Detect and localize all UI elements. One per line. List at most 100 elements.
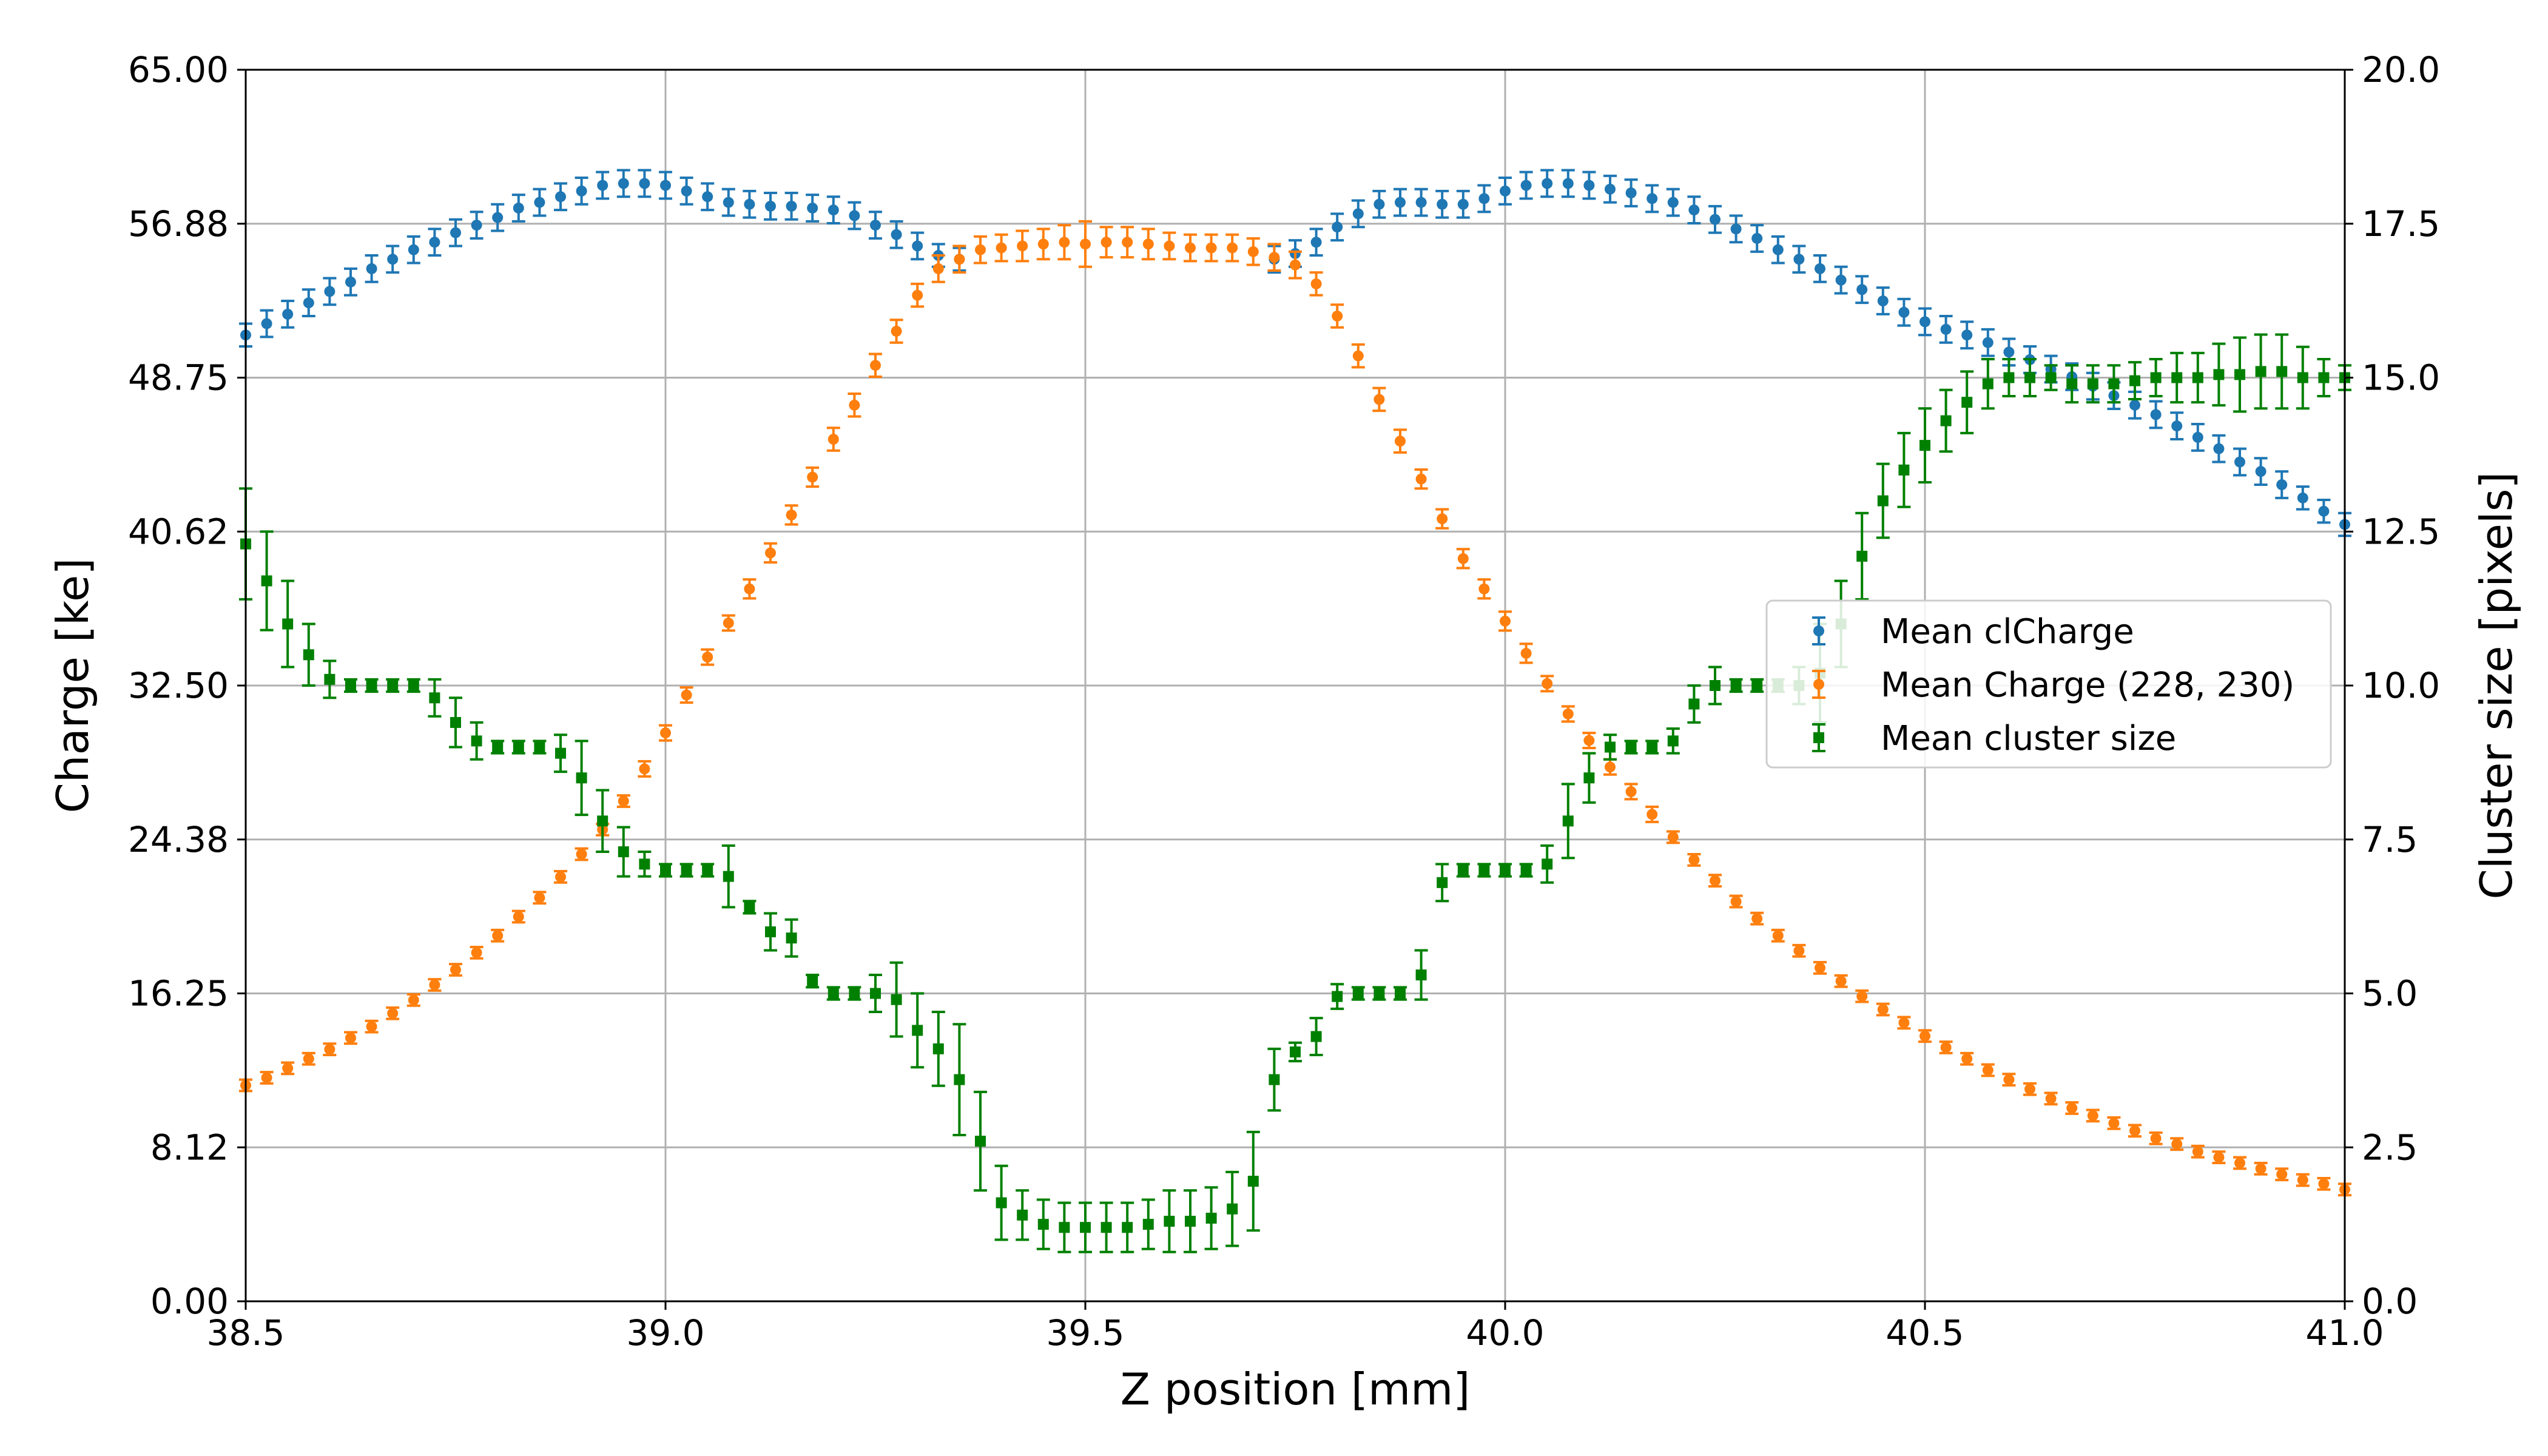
data-point	[1772, 930, 1784, 942]
data-point	[681, 185, 692, 197]
data-point	[618, 178, 629, 189]
data-point	[387, 254, 399, 265]
data-point	[1395, 988, 1406, 999]
data-point	[1017, 1209, 1028, 1221]
data-point	[282, 1062, 294, 1074]
data-point	[618, 846, 629, 858]
data-point	[744, 198, 755, 210]
data-point	[2150, 372, 2162, 383]
data-point	[1080, 238, 1091, 250]
data-point	[1395, 436, 1406, 447]
data-point	[1625, 741, 1637, 753]
data-point	[1373, 198, 1385, 210]
data-point	[807, 471, 818, 483]
legend: Mean clCharge Mean Charge (228, 230) Mean …	[1765, 599, 2332, 769]
data-point	[1793, 945, 1805, 957]
data-point	[513, 911, 524, 923]
data-point	[1080, 1222, 1091, 1233]
data-point	[660, 727, 671, 739]
data-point	[2297, 492, 2308, 504]
data-point	[513, 741, 524, 753]
data-point	[2234, 1158, 2245, 1169]
data-point	[954, 1074, 965, 1085]
data-point	[1352, 350, 1364, 362]
data-point	[345, 1032, 356, 1043]
y2-axis-label: Cluster size [pixels]	[2471, 471, 2522, 899]
legend-item: Mean clCharge	[1812, 612, 2134, 652]
data-point	[1940, 323, 1952, 335]
x-tick-label: 40.5	[1886, 1312, 1964, 1353]
legend-item: Mean Charge (228, 230)	[1812, 666, 2294, 705]
data-point	[1982, 1064, 1994, 1076]
data-point	[1667, 831, 1679, 843]
data-point	[2276, 1168, 2288, 1180]
y2-tick-label: 2.5	[2362, 1127, 2418, 1168]
data-point	[1185, 1216, 1196, 1227]
data-point	[849, 210, 860, 221]
data-point	[996, 242, 1007, 254]
data-point	[1520, 864, 1532, 876]
data-point	[1269, 1074, 1280, 1085]
data-point	[1100, 1222, 1112, 1233]
data-point	[1625, 786, 1637, 797]
data-point	[2003, 372, 2015, 383]
data-point	[1500, 615, 1511, 627]
data-point	[660, 180, 671, 191]
data-point	[1332, 311, 1343, 322]
data-point	[1562, 815, 1574, 827]
data-point	[1415, 197, 1427, 208]
legend-marker	[1813, 625, 1824, 636]
data-point	[2045, 372, 2057, 383]
data-point	[1919, 440, 1930, 451]
data-point	[1898, 1017, 1910, 1028]
data-point	[702, 864, 713, 876]
data-point	[2024, 1084, 2035, 1095]
data-point	[1352, 988, 1364, 999]
y-axis-label: Charge [ke]	[47, 558, 98, 814]
data-point	[1940, 1042, 1952, 1053]
data-point	[429, 692, 440, 704]
data-point	[1835, 976, 1847, 987]
data-point	[1415, 473, 1427, 485]
legend-marker	[1813, 732, 1824, 743]
data-point	[2129, 375, 2140, 386]
data-point	[387, 1008, 399, 1019]
data-point	[324, 1043, 335, 1055]
data-point	[1625, 187, 1637, 198]
data-point	[1730, 680, 1742, 691]
legend-item: Mean cluster size	[1812, 719, 2176, 758]
data-point	[387, 680, 399, 691]
data-point	[786, 200, 797, 212]
data-point	[807, 976, 818, 987]
data-point	[1835, 274, 1847, 286]
y2-tick-label: 20.0	[2362, 49, 2440, 90]
data-point	[597, 815, 608, 827]
data-point	[2150, 409, 2162, 420]
data-point	[827, 988, 839, 999]
x-tick-label: 40.0	[1466, 1312, 1544, 1353]
data-point	[1352, 208, 1364, 220]
data-point	[702, 191, 713, 203]
data-point	[2213, 1151, 2225, 1163]
y2-tick-label: 12.5	[2362, 511, 2440, 552]
data-point	[2255, 1163, 2267, 1175]
data-point	[891, 229, 902, 240]
data-point	[1122, 1222, 1133, 1233]
data-point	[1772, 244, 1784, 255]
series-0	[239, 169, 2351, 538]
data-point	[1667, 735, 1679, 747]
data-point	[576, 772, 587, 784]
data-point	[1142, 1219, 1154, 1230]
data-point	[639, 178, 650, 189]
data-point	[702, 652, 713, 663]
y-tick-label: 16.25	[128, 973, 229, 1014]
data-point	[1982, 337, 1994, 348]
data-point	[786, 509, 797, 521]
data-point	[744, 583, 755, 595]
data-point	[408, 680, 419, 691]
data-point	[1542, 678, 1553, 689]
data-point	[1332, 221, 1343, 233]
data-point	[2066, 1102, 2078, 1114]
data-point	[827, 204, 839, 216]
